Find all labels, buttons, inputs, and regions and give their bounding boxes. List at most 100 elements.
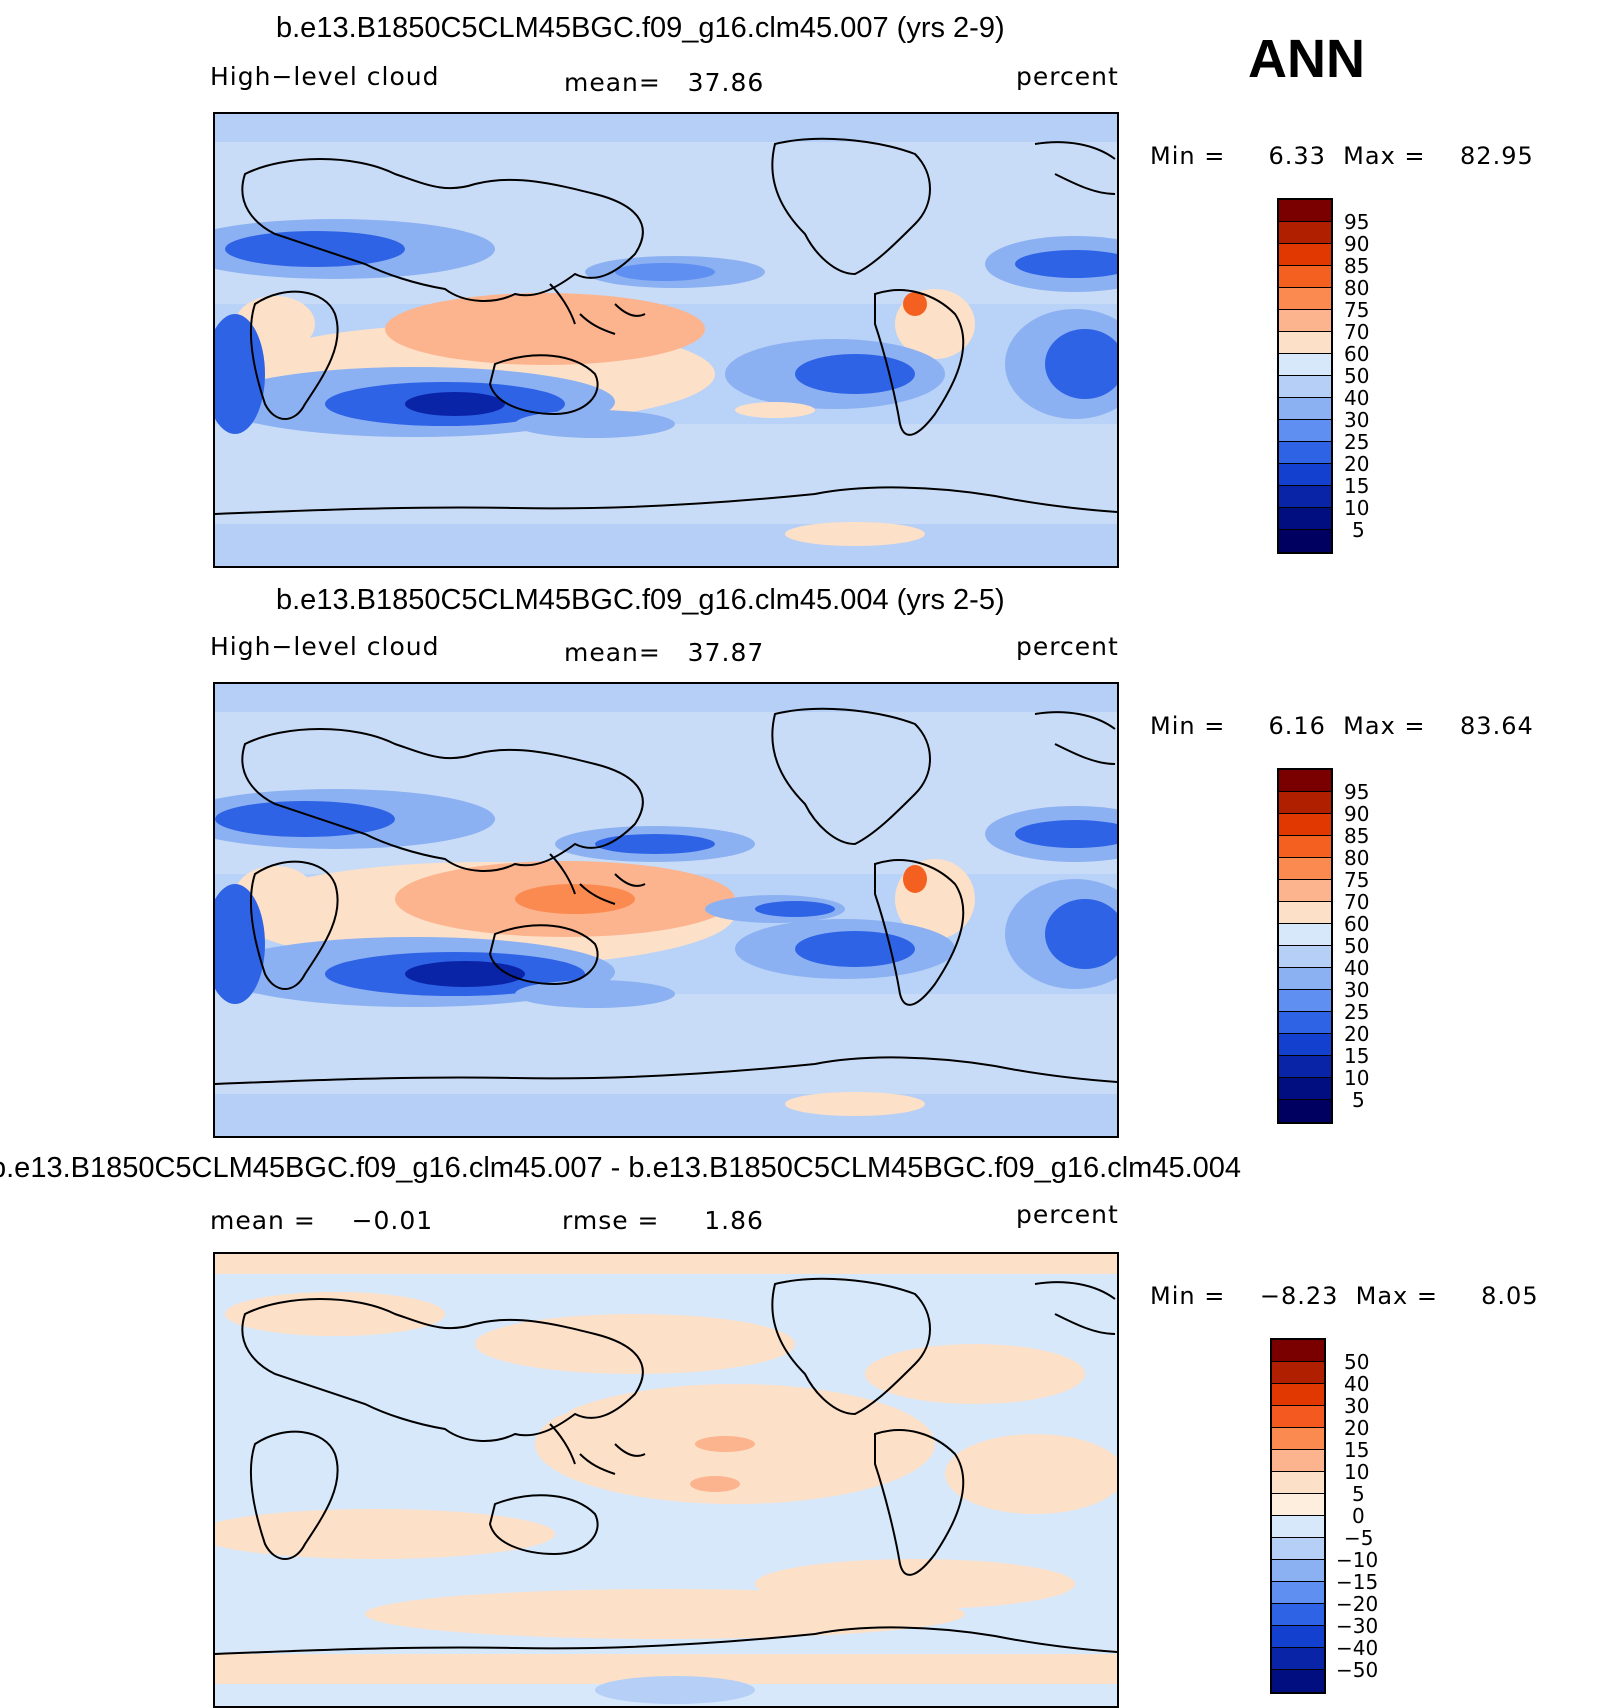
panel1-title: b.e13.B1850C5CLM45BGC.f09_g16.clm45.007 … bbox=[276, 12, 1005, 44]
colorbar-swatch bbox=[1279, 924, 1331, 946]
panel2-mean-label: mean= 37.87 bbox=[564, 638, 765, 667]
colorbar-label: 90 bbox=[1344, 802, 1370, 826]
panel1-units-label: percent bbox=[1016, 62, 1119, 91]
colorbar-swatch bbox=[1279, 222, 1331, 244]
colorbar-label: 20 bbox=[1344, 452, 1370, 476]
colorbar-swatch bbox=[1279, 486, 1331, 508]
colorbar-swatch bbox=[1272, 1472, 1324, 1494]
colorbar-label: 60 bbox=[1344, 342, 1370, 366]
colorbar-label: −5 bbox=[1344, 1526, 1374, 1550]
colorbar-label: 70 bbox=[1344, 890, 1370, 914]
panel3-minmax: Min = −8.23 Max = 8.05 bbox=[1150, 1282, 1539, 1310]
colorbar-label: 30 bbox=[1344, 1394, 1370, 1418]
panel1-minmax: Min = 6.33 Max = 82.95 bbox=[1150, 142, 1534, 170]
colorbar-label: 20 bbox=[1344, 1416, 1370, 1440]
colorbar-swatch bbox=[1279, 1100, 1331, 1122]
colorbar-swatch bbox=[1272, 1626, 1324, 1648]
colorbar-swatch bbox=[1272, 1384, 1324, 1406]
colorbar-label: 5 bbox=[1352, 1088, 1365, 1112]
colorbar-swatch bbox=[1279, 814, 1331, 836]
colorbar-label: 85 bbox=[1344, 824, 1370, 848]
colorbar-swatch bbox=[1279, 880, 1331, 902]
colorbar-swatch bbox=[1279, 770, 1331, 792]
colorbar-swatch bbox=[1272, 1604, 1324, 1626]
colorbar-label: 20 bbox=[1344, 1022, 1370, 1046]
colorbar-swatch bbox=[1279, 530, 1331, 552]
colorbar-swatch bbox=[1272, 1406, 1324, 1428]
colorbar-label: 25 bbox=[1344, 1000, 1370, 1024]
panel1-map bbox=[213, 112, 1119, 568]
colorbar-label: 15 bbox=[1344, 474, 1370, 498]
colorbar-swatch bbox=[1272, 1648, 1324, 1670]
colorbar-label: 10 bbox=[1344, 496, 1370, 520]
colorbar-label: −30 bbox=[1336, 1614, 1379, 1638]
colorbar-label: 70 bbox=[1344, 320, 1370, 344]
colorbar-label: 15 bbox=[1344, 1438, 1370, 1462]
colorbar-swatch bbox=[1272, 1516, 1324, 1538]
colorbar-swatch bbox=[1272, 1670, 1324, 1692]
colorbar-swatch bbox=[1279, 1034, 1331, 1056]
colorbar-swatch bbox=[1272, 1494, 1324, 1516]
colorbar-swatch bbox=[1279, 310, 1331, 332]
colorbar-label: 60 bbox=[1344, 912, 1370, 936]
panel3-mean-label: mean = −0.01 bbox=[210, 1206, 434, 1235]
panel3-rmse-label: rmse = 1.86 bbox=[562, 1206, 764, 1235]
colorbar-label: 5 bbox=[1352, 518, 1365, 542]
colorbar-label: 5 bbox=[1352, 1482, 1365, 1506]
panel2-colorbar bbox=[1277, 768, 1333, 1124]
colorbar-label: 15 bbox=[1344, 1044, 1370, 1068]
colorbar-label: 80 bbox=[1344, 846, 1370, 870]
colorbar-swatch bbox=[1279, 946, 1331, 968]
panel2-title: b.e13.B1850C5CLM45BGC.f09_g16.clm45.004 … bbox=[276, 584, 1005, 616]
panel3-title: b.e13.B1850C5CLM45BGC.f09_g16.clm45.007 … bbox=[0, 1152, 1242, 1184]
colorbar-label: 30 bbox=[1344, 408, 1370, 432]
colorbar-swatch bbox=[1279, 464, 1331, 486]
colorbar-swatch bbox=[1279, 442, 1331, 464]
colorbar-label: 40 bbox=[1344, 956, 1370, 980]
colorbar-label: 75 bbox=[1344, 298, 1370, 322]
colorbar-swatch bbox=[1279, 836, 1331, 858]
colorbar-label: 30 bbox=[1344, 978, 1370, 1002]
panel1-mean-label: mean= 37.86 bbox=[564, 68, 765, 97]
panel1-colorbar bbox=[1277, 198, 1333, 554]
panel2-variable-label: High−level cloud bbox=[210, 632, 440, 661]
colorbar-label: 75 bbox=[1344, 868, 1370, 892]
colorbar-swatch bbox=[1279, 902, 1331, 924]
colorbar-label: 80 bbox=[1344, 276, 1370, 300]
colorbar-label: −10 bbox=[1336, 1548, 1379, 1572]
colorbar-swatch bbox=[1279, 354, 1331, 376]
colorbar-label: 0 bbox=[1352, 1504, 1365, 1528]
colorbar-label: 90 bbox=[1344, 232, 1370, 256]
colorbar-label: −15 bbox=[1336, 1570, 1379, 1594]
colorbar-label: 40 bbox=[1344, 386, 1370, 410]
season-label: ANN bbox=[1248, 29, 1365, 89]
colorbar-swatch bbox=[1272, 1582, 1324, 1604]
colorbar-swatch bbox=[1279, 332, 1331, 354]
colorbar-label: 85 bbox=[1344, 254, 1370, 278]
colorbar-label: 25 bbox=[1344, 430, 1370, 454]
colorbar-swatch bbox=[1272, 1428, 1324, 1450]
panel3-colorbar bbox=[1270, 1338, 1326, 1694]
colorbar-label: 10 bbox=[1344, 1066, 1370, 1090]
colorbar-label: 95 bbox=[1344, 210, 1370, 234]
colorbar-swatch bbox=[1272, 1340, 1324, 1362]
panel1-variable-label: High−level cloud bbox=[210, 62, 440, 91]
colorbar-swatch bbox=[1279, 508, 1331, 530]
colorbar-swatch bbox=[1279, 376, 1331, 398]
colorbar-swatch bbox=[1279, 398, 1331, 420]
colorbar-label: 95 bbox=[1344, 780, 1370, 804]
colorbar-swatch bbox=[1279, 792, 1331, 814]
panel3-map bbox=[213, 1252, 1119, 1708]
colorbar-label: 50 bbox=[1344, 934, 1370, 958]
panel2-map bbox=[213, 682, 1119, 1138]
colorbar-label: 10 bbox=[1344, 1460, 1370, 1484]
colorbar-swatch bbox=[1279, 244, 1331, 266]
colorbar-label: 50 bbox=[1344, 364, 1370, 388]
colorbar-swatch bbox=[1279, 968, 1331, 990]
colorbar-swatch bbox=[1279, 1078, 1331, 1100]
panel2-units-label: percent bbox=[1016, 632, 1119, 661]
colorbar-swatch bbox=[1279, 858, 1331, 880]
colorbar-swatch bbox=[1279, 1056, 1331, 1078]
colorbar-swatch bbox=[1279, 288, 1331, 310]
colorbar-label: −50 bbox=[1336, 1658, 1379, 1682]
